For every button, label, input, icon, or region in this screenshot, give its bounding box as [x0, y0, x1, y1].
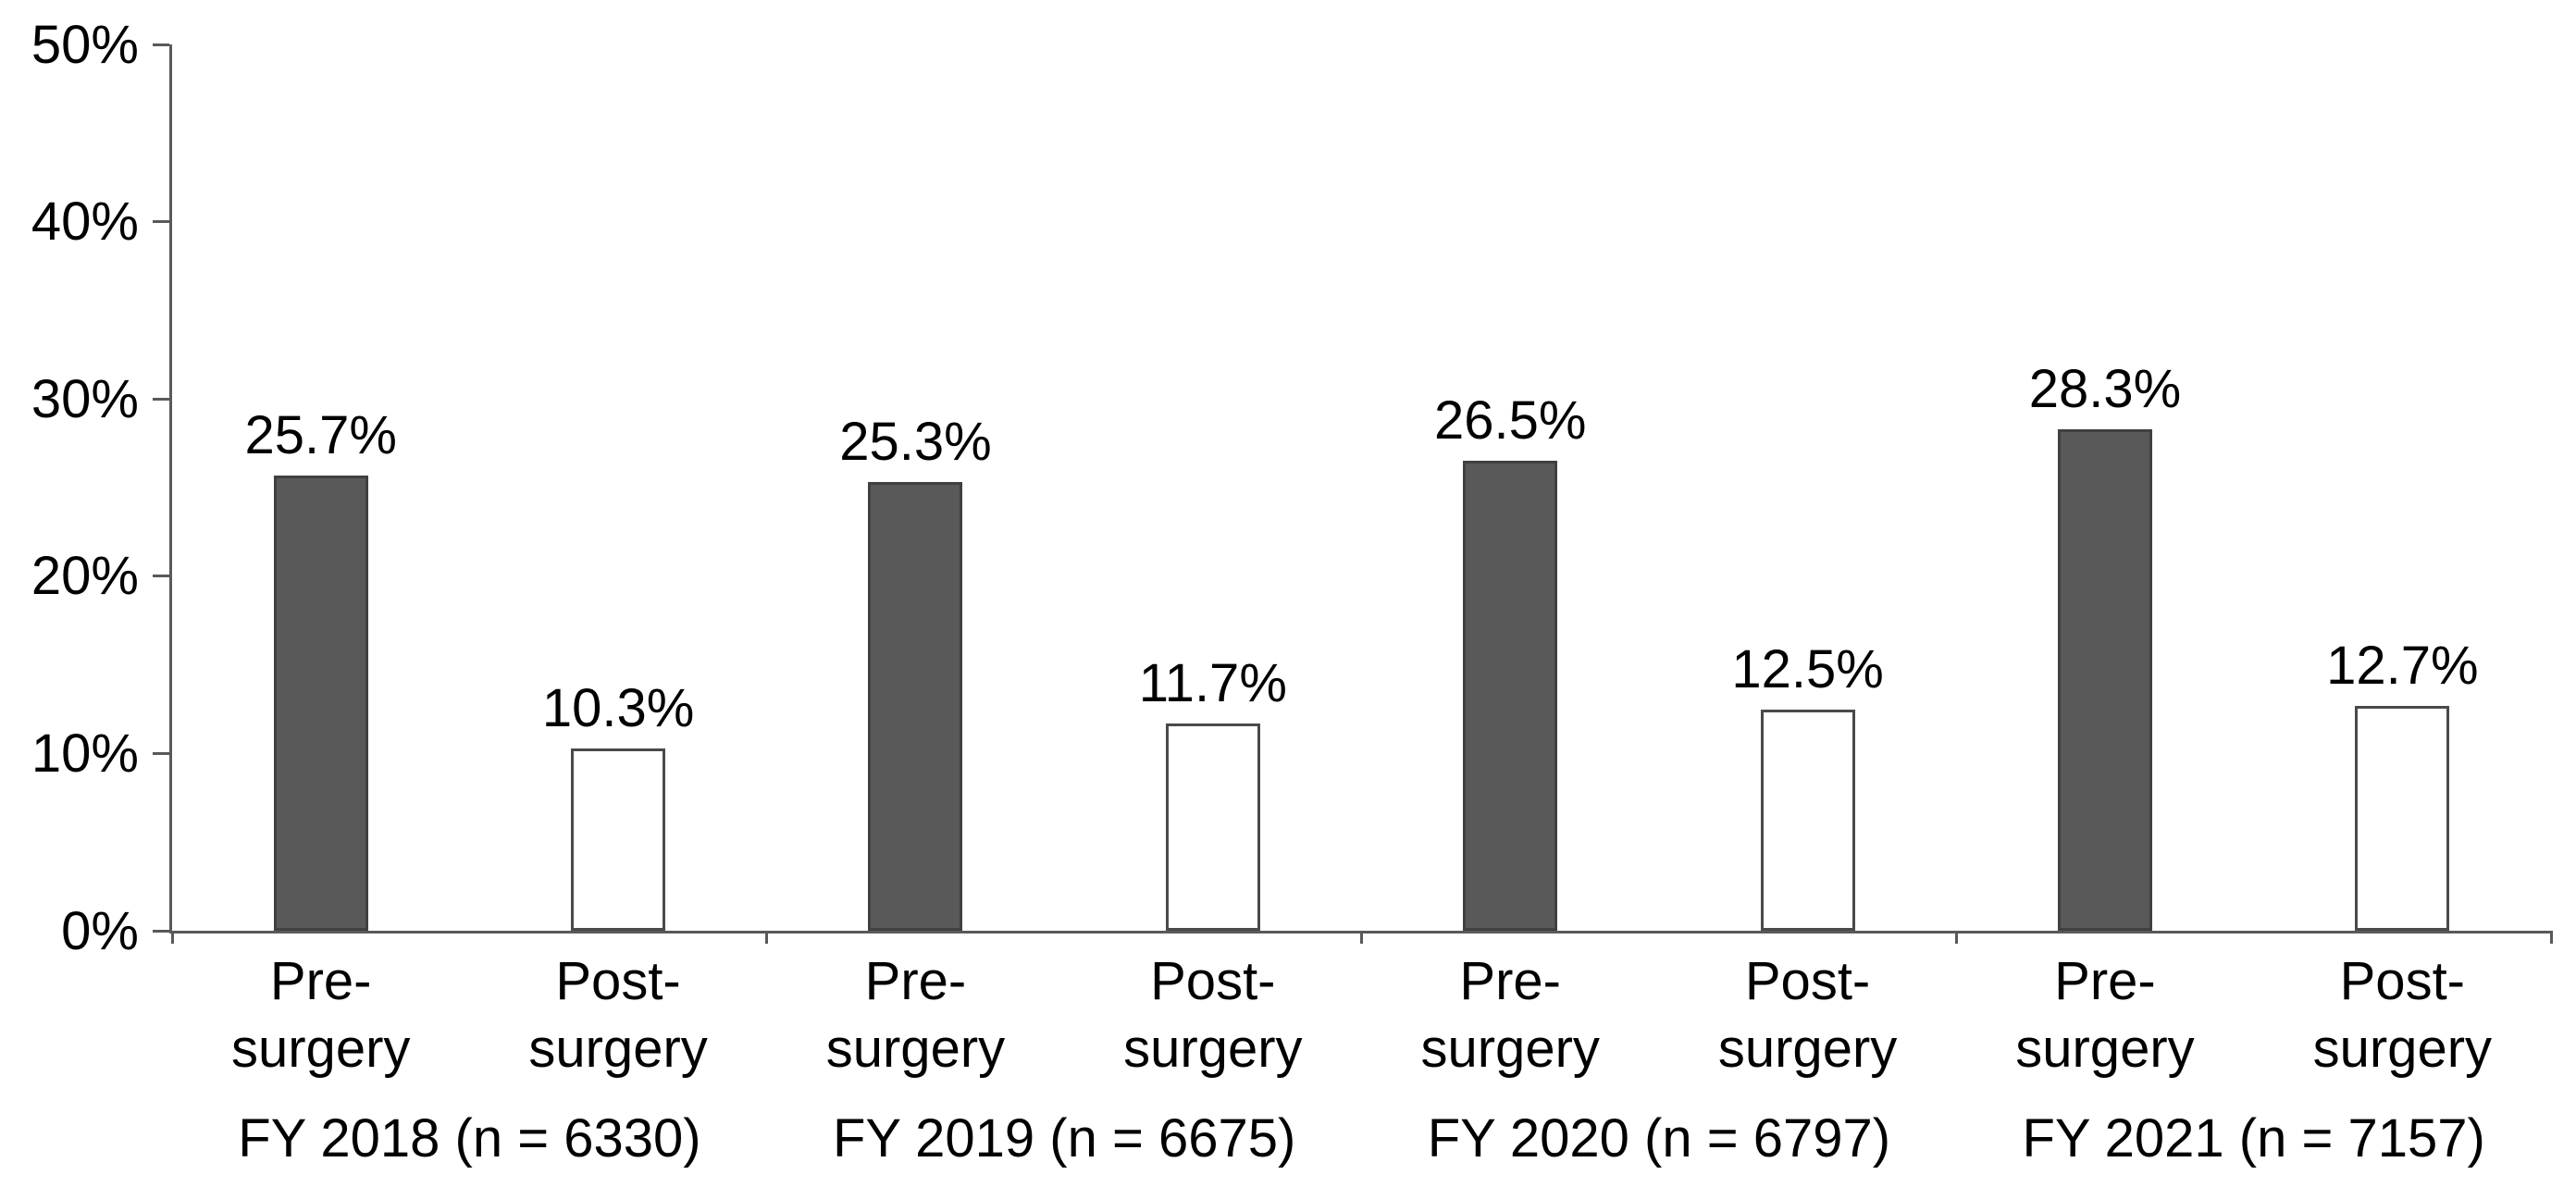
fiscal-year-group-label: FY 2020 (n = 6797) — [1427, 1108, 1891, 1168]
bar-category-label-line2: surgery — [1123, 1019, 1303, 1079]
bar-category-label-line1: Post- — [1744, 951, 1871, 1011]
y-axis-tick — [153, 43, 169, 46]
bar-category-label-line1: Pre- — [269, 951, 372, 1011]
x-axis-category-tick — [1954, 931, 1958, 944]
bar-category-label: Pre-surgery — [164, 947, 478, 1082]
bar-pre-surgery-fy-2019 — [868, 482, 963, 931]
bar-category-label: Pre-surgery — [1948, 947, 2262, 1082]
bar-post-surgery-fy-2018 — [571, 748, 666, 931]
bar-category-label-line2: surgery — [2312, 1019, 2493, 1079]
bar-value-label: 28.3% — [2028, 358, 2182, 419]
bar-category-label-line1: Pre- — [2054, 951, 2156, 1011]
fiscal-year-group-label: FY 2021 (n = 7157) — [2022, 1108, 2485, 1168]
y-axis-tick — [153, 929, 169, 933]
bar-value-label: 26.5% — [1433, 390, 1587, 451]
bar-category-label-line1: Pre- — [1459, 951, 1561, 1011]
bar-value-label: 25.7% — [244, 404, 397, 465]
bar-post-surgery-fy-2021 — [2355, 705, 2450, 931]
bar-post-surgery-fy-2020 — [1760, 709, 1855, 931]
bar-category-label: Post-surgery — [1056, 947, 1370, 1082]
bar-value-label: 10.3% — [541, 677, 695, 738]
bar-category-label: Post-surgery — [1651, 947, 1965, 1082]
bar-pre-surgery-fy-2021 — [2057, 428, 2152, 931]
bar-pre-surgery-fy-2018 — [273, 475, 368, 931]
x-axis-category-tick — [765, 931, 769, 944]
bar-pre-surgery-fy-2020 — [1463, 461, 1558, 931]
y-axis-tick-label: 0% — [61, 900, 139, 961]
x-axis-category-tick — [2549, 931, 2553, 944]
y-axis-tick — [153, 751, 169, 755]
bar-category-label: Post-surgery — [461, 947, 775, 1082]
bar-category-label: Pre-surgery — [758, 947, 1072, 1082]
bar-category-label-line1: Pre- — [864, 951, 967, 1011]
y-axis-tick-label: 50% — [31, 14, 139, 75]
y-axis-tick-label: 30% — [31, 368, 139, 429]
y-axis — [169, 44, 172, 934]
bar-category-label-line2: surgery — [230, 1019, 411, 1079]
bar-value-label: 25.3% — [839, 412, 992, 473]
x-axis-category-tick — [1360, 931, 1363, 944]
bar-category-label-line2: surgery — [2015, 1019, 2195, 1079]
bar-category-label-line2: surgery — [1420, 1019, 1600, 1079]
bar-category-label-line1: Post- — [1150, 951, 1276, 1011]
y-axis-tick-label: 10% — [31, 723, 139, 784]
bar-category-label-line1: Post- — [2339, 951, 2465, 1011]
fiscal-year-group-label: FY 2019 (n = 6675) — [832, 1108, 1296, 1168]
y-axis-tick — [153, 220, 169, 224]
x-axis-category-tick — [170, 931, 174, 944]
bar-value-label: 12.5% — [1731, 638, 1884, 699]
y-axis-tick-label: 40% — [31, 192, 139, 253]
bar-category-label-line2: surgery — [1717, 1019, 1898, 1079]
bar-category-label-line2: surgery — [528, 1019, 708, 1079]
y-axis-tick-label: 20% — [31, 546, 139, 607]
bar-category-label: Pre-surgery — [1353, 947, 1667, 1082]
bar-category-label-line2: surgery — [825, 1019, 1006, 1079]
bar-value-label: 12.7% — [2326, 635, 2479, 696]
bar-value-label: 11.7% — [1138, 652, 1287, 713]
fiscal-year-group-label: FY 2018 (n = 6330) — [238, 1108, 701, 1168]
y-axis-tick — [153, 397, 169, 401]
bar-category-label: Post-surgery — [2245, 947, 2559, 1082]
y-axis-tick — [153, 575, 169, 578]
bar-post-surgery-fy-2019 — [1165, 723, 1260, 931]
bar-category-label-line1: Post- — [555, 951, 681, 1011]
